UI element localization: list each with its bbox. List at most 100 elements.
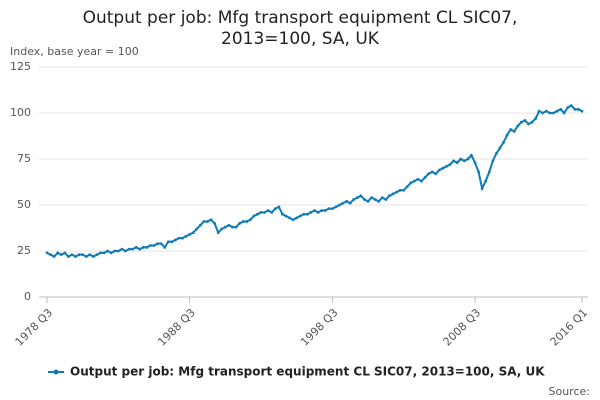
data-point [466,157,470,161]
data-point [455,161,459,165]
data-point [320,209,324,212]
data-point [541,111,545,115]
y-tick-label: 0 [24,290,31,303]
data-point [470,153,473,157]
data-point [366,199,370,203]
data-point [427,172,431,176]
data-point [124,249,127,253]
data-point [209,218,213,222]
data-line [46,104,583,258]
y-tick-label: 75 [17,152,31,165]
data-point [227,223,231,227]
data-point [216,231,220,235]
data-point [206,220,209,223]
data-point [141,245,145,249]
data-point [138,247,142,251]
data-point [149,244,152,247]
data-point [223,225,227,229]
data-point [502,141,505,144]
data-point [577,107,580,111]
data-point [177,236,181,240]
data-point [298,214,302,218]
data-point [63,251,67,255]
data-point [355,196,359,200]
data-point [462,159,466,163]
data-point [491,159,495,163]
data-point [191,231,195,235]
data-point [405,185,409,189]
y-axis-label: Index, base year = 100 [10,45,139,58]
data-point [181,236,184,240]
data-point [523,118,527,122]
y-tick-label: 100 [10,106,31,119]
data-point [202,220,206,223]
data-point [156,242,159,246]
source: Source: [549,385,591,398]
data-point [380,196,384,200]
y-tick-label: 25 [17,244,31,257]
data-point [91,255,95,258]
x-tick-label: 1998 Q3 [298,306,341,349]
data-point [487,170,491,174]
data-point [241,220,245,223]
data-point [562,111,566,115]
data-point [370,196,373,200]
data-point [505,133,509,137]
data-point [509,128,513,131]
data-point [295,216,299,220]
data-point [341,201,345,205]
data-point [537,109,541,113]
data-point [259,210,263,214]
data-point [284,214,288,218]
data-point [49,253,52,257]
data-point [527,122,530,126]
data-point [270,210,274,214]
data-point [67,255,70,258]
data-point [448,163,452,166]
data-point [99,251,102,255]
data-point [252,214,256,218]
data-point [573,107,577,111]
x-tick-label: 1988 Q3 [155,306,198,349]
data-point [231,225,234,229]
data-point [95,253,99,257]
data-point [109,251,113,255]
data-point [359,194,363,198]
data-point [416,177,420,181]
data-point [498,146,502,150]
data-point [288,216,291,220]
data-point [170,240,174,244]
data-point [184,234,188,238]
data-point [213,222,217,225]
data-point [134,245,138,249]
data-point [131,247,135,251]
data-point [266,209,270,212]
data-point [473,161,477,165]
data-point [127,247,131,251]
data-point [398,188,402,192]
data-point [302,212,306,216]
data-point [45,251,49,255]
data-point [327,207,331,211]
legend-label: Output per job: Mfg transport equipment … [70,365,545,379]
data-point [120,247,124,251]
data-point [102,251,106,255]
data-point [113,249,117,253]
data-point [106,249,110,253]
data-point [580,109,584,113]
data-point [423,176,427,179]
data-point [159,242,163,246]
data-point [309,210,313,214]
data-point [519,120,523,124]
data-point [84,255,88,258]
data-point [323,209,327,212]
data-point [566,106,570,109]
data-point [512,130,516,133]
data-point [388,194,391,198]
data-point [459,157,463,161]
data-point [363,198,366,201]
data-point [377,199,381,203]
data-point [56,251,60,255]
data-point [480,187,484,190]
